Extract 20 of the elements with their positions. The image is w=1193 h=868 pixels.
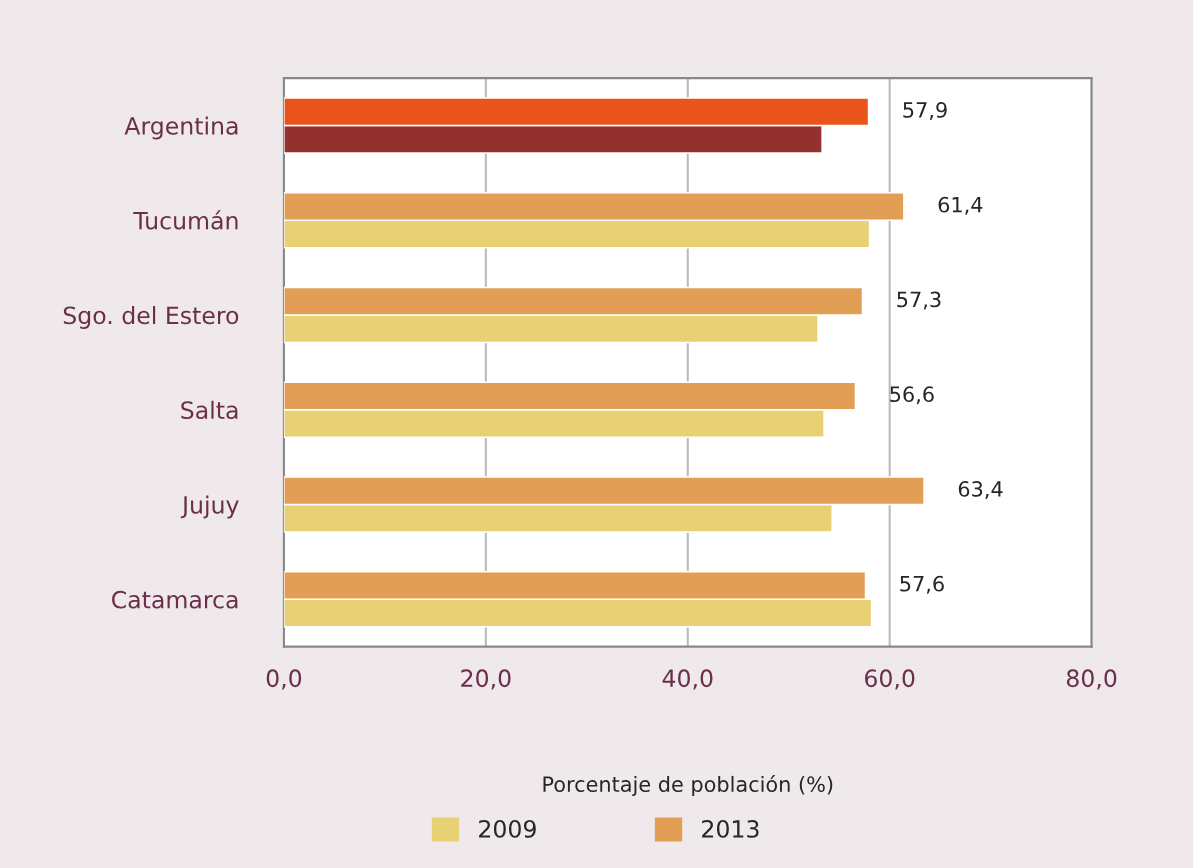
data-label: 57,3	[897, 291, 941, 310]
y-tick-label: Argentina	[124, 116, 238, 140]
y-tick-label: Tucumán	[133, 210, 238, 230]
x-tick-label: 20,0	[461, 669, 511, 690]
x-tick-label: 60,0	[865, 669, 915, 690]
data-label: 57,6	[900, 575, 944, 594]
x-axis-title: Porcentaje de población (%)	[543, 775, 833, 797]
y-tick-label: Catamarca	[112, 590, 238, 609]
x-tick-label: 40,0	[662, 669, 713, 690]
x-tick-label: 80,0	[1066, 669, 1117, 690]
legend-label: 2009	[479, 819, 536, 838]
x-tick-label: 0,0	[266, 669, 302, 690]
legend-label: 2013	[702, 819, 759, 838]
y-tick-label: Salta	[181, 400, 238, 420]
data-label: 61,4	[938, 196, 983, 215]
y-tick-label: Sgo. del Estero	[63, 306, 239, 329]
y-tick-label: Jujuy	[180, 495, 239, 519]
data-label: 56,6	[890, 386, 934, 405]
data-label: 57,9	[903, 102, 947, 120]
data-label: 63,4	[958, 481, 1003, 499]
